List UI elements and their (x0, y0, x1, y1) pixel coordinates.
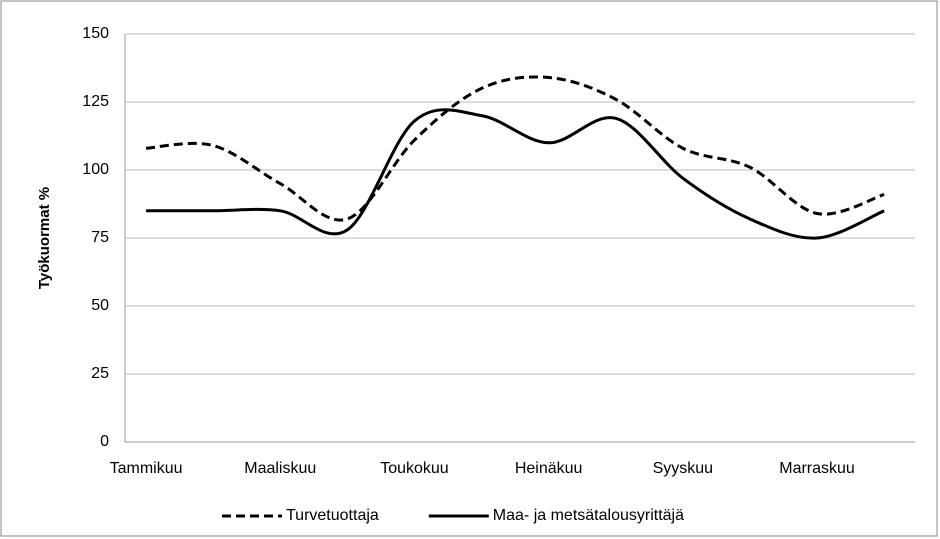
y-tick-label: 125 (82, 93, 109, 110)
y-tick-label: 75 (91, 229, 109, 246)
y-tick-label: 150 (82, 25, 109, 42)
y-tick-label: 25 (91, 365, 109, 382)
x-tick-label: Syyskuu (653, 460, 713, 477)
legend-label: Turvetuottaja (286, 507, 379, 524)
series-line (145, 75, 885, 222)
legend-label: Maa- ja metsätalousyrittäjä (493, 507, 684, 524)
x-tick-label: Marraskuu (779, 460, 855, 477)
y-tick-label: 0 (100, 433, 109, 450)
y-axis-label: Työkuormat % (36, 187, 53, 289)
x-tick-label: Tammikuu (110, 460, 183, 477)
x-tick-label: Maaliskuu (244, 460, 316, 477)
y-tick-label: 50 (91, 297, 109, 314)
x-tick-label: Heinäkuu (515, 460, 583, 477)
y-tick-label: 100 (82, 161, 109, 178)
series-line (146, 108, 885, 240)
x-tick-label: Toukokuu (380, 460, 449, 477)
